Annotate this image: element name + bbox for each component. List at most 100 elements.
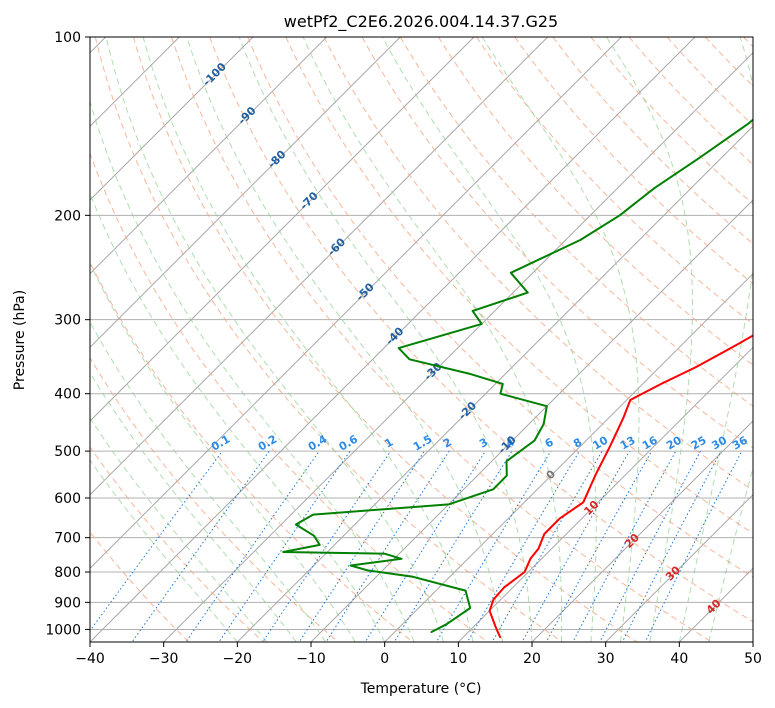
isotherm-line [90,37,623,570]
dry-adiabat-line [361,37,753,449]
dry-adiabat-line [399,37,753,407]
x-tick-label: 20 [523,651,541,667]
dry-adiabat-line [90,446,265,642]
isotherm-line [90,37,475,422]
dry-adiabat-line [90,531,190,642]
isotherm-line [0,10,59,654]
y-tick-label: 400 [54,387,81,403]
pressure-gridlines [90,37,753,630]
mixing-ratio-label: 3 [477,436,490,451]
isotherm-label: 30 [663,563,683,583]
mixing-ratio-label: 1.5 [411,433,434,454]
isotherm-line [90,37,181,128]
mixing-ratio-label: 0.2 [256,433,279,454]
x-tick-label: 40 [670,651,688,667]
isotherm-line [457,346,753,642]
mixing-ratio-line [90,450,223,632]
isotherm-line [90,37,549,496]
y-tick-label: 1000 [45,622,81,638]
dry-adiabat-line [90,261,414,642]
mixing-ratio-label: 6 [543,435,556,450]
mixing-ratio-label: 8 [571,436,584,451]
moist-adiabat-line [238,37,533,642]
plot-frame [89,36,754,643]
mixing-ratio-line [298,450,425,642]
isotherm-line [310,199,753,642]
mixing-ratio-line [262,450,392,642]
isotherm-line [678,567,753,642]
isotherm-line [752,641,753,642]
y-tick-label: 900 [54,595,81,611]
dry-adiabat-line [90,152,489,642]
moist-adiabat-line [481,37,640,642]
dry-adiabat-line [285,37,753,535]
isotherm-label: 0 [544,467,559,482]
isotherm-label: 40 [704,596,724,616]
y-tick-label: 800 [54,565,81,581]
dry-adiabat-line [90,356,340,642]
mixing-ratio-label: 25 [689,434,709,453]
isotherm-label: -40 [383,324,406,347]
moist-adiabat-line [90,417,268,642]
y-tick-label: 100 [54,30,81,46]
dry-adiabat-line [132,37,638,642]
mixing-ratio-label: 36 [730,433,750,452]
x-tick-label: 0 [380,651,389,667]
moist-adiabat-line [708,465,753,642]
moist-adiabat-line [90,99,415,642]
mixing-ratio-line [435,450,552,642]
isotherm-label: -60 [325,235,348,258]
isotherm-line [90,37,254,201]
mixing-ratio-label: 1 [382,436,395,451]
x-tick-label: 50 [744,651,762,667]
moist-adiabat-line [678,37,753,642]
temperature-profile-line [488,334,753,639]
mixing-ratio-line [545,450,653,642]
y-tick-label: 700 [54,531,81,547]
dewpoint-profile-line [282,118,753,633]
plot-area: 0.1 0.2 0.4 0.6 1 1.5 2 3 4 6 8 10 13 16 20 25 30 36 -100… [0,10,753,654]
sounding-profiles [282,118,753,639]
mixing-ratio-line [466,450,580,642]
y-tick-label: 600 [54,491,81,507]
isotherm-label: 20 [622,531,642,551]
mixing-ratio-line [491,450,603,642]
dry-adiabat-line [323,37,753,491]
dry-adiabat-line [743,37,753,48]
mixing-ratio-line [599,450,701,642]
moist-adiabat-line [381,37,597,642]
dry-adiabat-lines [90,37,753,642]
moist-adiabat-line [90,321,327,642]
isotherm-label: -10 [496,433,519,456]
y-tick-label: 200 [54,208,81,224]
dry-adiabat-line [247,37,753,578]
x-tick-label: −40 [75,651,105,667]
mixing-ratio-label: 30 [709,433,729,452]
dry-adiabat-line [171,37,713,642]
mixing-ratio-line [644,450,743,642]
moist-adiabat-line [90,371,297,642]
x-tick-label: −20 [223,651,253,667]
isotherm-line [531,420,753,642]
dry-adiabat-line [552,37,753,245]
mixing-ratio-line [131,450,270,642]
mixing-ratio-label: 16 [640,433,660,452]
moist-adiabat-line [186,37,503,642]
isotherm-line [162,51,753,642]
x-tick-label: 10 [449,651,467,667]
y-axis-label: Pressure (hPa) [12,290,28,390]
moist-adiabat-line [90,192,386,642]
isotherm-line [383,272,753,642]
mixing-ratio-label: 0.4 [306,432,330,453]
x-tick-label: −10 [296,651,326,667]
mixing-ratio-label: 0.1 [209,433,232,454]
dry-adiabat-line [94,37,564,642]
mixing-ratio-line [621,450,722,642]
moist-adiabat-line [302,37,563,642]
dry-adiabat-line [514,37,753,285]
isotherm-line [90,37,328,275]
dry-adiabat-line [437,37,753,366]
isotherm-line [90,37,402,349]
